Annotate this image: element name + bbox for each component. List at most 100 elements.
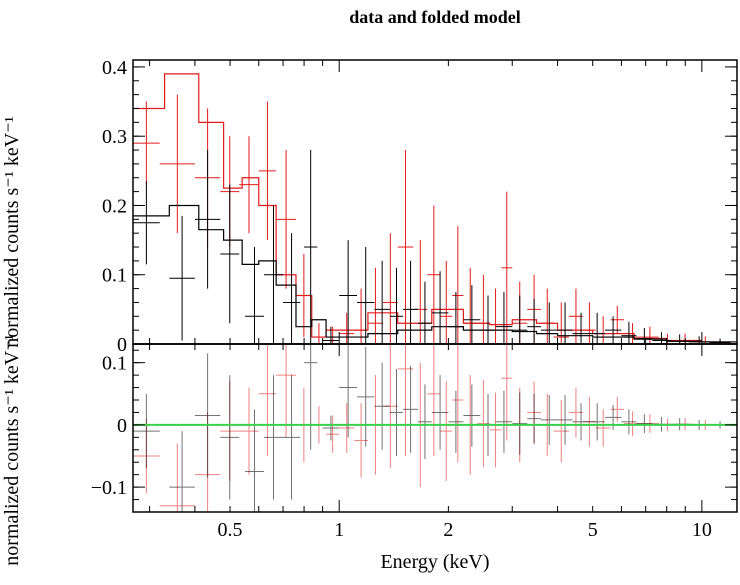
residual-point-red xyxy=(326,415,340,453)
top-y-tick-label: 0.4 xyxy=(102,57,127,79)
data-point-black xyxy=(448,292,464,344)
top-y-tick-label: 0.3 xyxy=(102,126,127,148)
x-tick-label: 5 xyxy=(588,519,598,541)
bottom-plot-frame xyxy=(132,343,738,513)
data-point-black xyxy=(670,334,689,344)
data-point-red xyxy=(427,205,441,344)
residual-point-black xyxy=(448,390,464,453)
data-point-black xyxy=(688,336,710,344)
data-point-black xyxy=(652,332,671,344)
residual-point-black xyxy=(403,365,419,453)
residual-point-red xyxy=(427,344,441,456)
residual-point-red xyxy=(239,387,259,475)
residual-point-black xyxy=(283,375,301,500)
bottom-y-tick-label: 0.1 xyxy=(102,353,127,375)
data-point-black xyxy=(572,312,590,344)
data-point-red xyxy=(295,253,312,338)
data-point-black xyxy=(589,312,605,344)
data-point-red xyxy=(440,260,453,344)
residual-point-red xyxy=(501,344,513,441)
residual-point-black xyxy=(431,375,449,450)
data-point-black xyxy=(418,281,432,344)
residual-point-red xyxy=(440,381,453,481)
top-plot-frame xyxy=(132,59,738,345)
data-point-red xyxy=(326,326,340,344)
top-panel: 0 0.1 0.2 0.3 0.4 xyxy=(102,57,738,356)
data-point-red xyxy=(452,226,464,344)
data-point-black xyxy=(463,285,481,344)
bottom-y-tick-label: 0 xyxy=(117,415,127,437)
x-axis-label: Energy (keV) xyxy=(380,551,489,573)
data-point-red xyxy=(258,101,277,241)
data-point-red xyxy=(553,302,569,344)
residual-point-black xyxy=(194,353,221,478)
data-point-black xyxy=(709,338,731,344)
data-point-red xyxy=(133,101,160,185)
data-point-black xyxy=(357,247,375,344)
residual-point-black xyxy=(572,403,590,441)
residual-point-black xyxy=(527,393,541,444)
data-point-black xyxy=(133,181,160,265)
model-line-black xyxy=(133,204,737,343)
residual-point-black xyxy=(133,393,160,469)
residual-point-black xyxy=(636,414,653,433)
residual-point-black xyxy=(263,375,284,500)
data-point-red xyxy=(540,288,554,344)
data-point-red xyxy=(276,150,296,289)
x-tick-label: 10 xyxy=(692,519,712,541)
data-point-black xyxy=(245,247,264,344)
x-tick-label: 1 xyxy=(334,519,344,541)
data-point-red xyxy=(311,323,327,344)
bottom-y-tick-label: −0.1 xyxy=(91,477,127,499)
data-point-black xyxy=(169,215,195,341)
residual-point-black xyxy=(589,403,605,441)
residual-point-black xyxy=(621,409,637,435)
data-point-black xyxy=(527,298,541,344)
top-y-tick-label: 0 xyxy=(117,334,127,356)
residual-point-black xyxy=(339,344,358,438)
model-line-red xyxy=(133,73,737,343)
data-point-black xyxy=(339,240,358,344)
data-point-black xyxy=(389,267,404,344)
data-point-red xyxy=(641,326,659,344)
data-point-black xyxy=(194,150,221,289)
residual-point-black xyxy=(389,368,404,456)
data-point-red xyxy=(610,305,625,334)
residual-point-red xyxy=(553,400,569,463)
data-point-black xyxy=(403,260,419,344)
residual-point-red xyxy=(159,443,195,512)
top-y-tick-label: 0.2 xyxy=(102,195,127,217)
data-point-black xyxy=(512,295,528,344)
residual-point-red xyxy=(489,392,502,468)
data-point-black xyxy=(604,316,622,344)
residual-point-black xyxy=(220,375,240,500)
data-point-red xyxy=(159,94,195,234)
residual-point-red xyxy=(339,403,355,453)
y-axis-label-bottom: normalized counts s⁻¹ keV⁻¹ xyxy=(1,334,23,565)
data-point-black xyxy=(304,150,318,344)
data-point-red xyxy=(501,191,513,344)
residual-point-black xyxy=(604,404,622,430)
data-point-red xyxy=(339,312,355,344)
plot-title: data and folded model xyxy=(349,7,521,27)
residual-point-black xyxy=(322,415,340,441)
data-point-red xyxy=(489,288,502,344)
residual-point-red xyxy=(276,344,296,438)
data-point-black xyxy=(495,292,513,344)
residual-point-black xyxy=(495,390,513,453)
data-point-red xyxy=(367,267,383,344)
bottom-panel: −0.1 0 0.1 0.5 1 2 5 10 xyxy=(91,343,738,541)
residual-point-black xyxy=(357,347,375,447)
residual-point-black xyxy=(245,409,264,512)
residual-point-black xyxy=(557,395,573,445)
residual-point-black xyxy=(418,384,432,460)
residual-point-black xyxy=(169,431,195,512)
residual-point-black xyxy=(304,344,318,450)
data-point-black xyxy=(263,205,284,344)
data-point-black xyxy=(374,260,390,344)
residual-point-red xyxy=(452,344,464,463)
data-point-black xyxy=(557,302,573,344)
residual-point-black xyxy=(374,362,390,450)
x-tick-label: 2 xyxy=(443,519,453,541)
